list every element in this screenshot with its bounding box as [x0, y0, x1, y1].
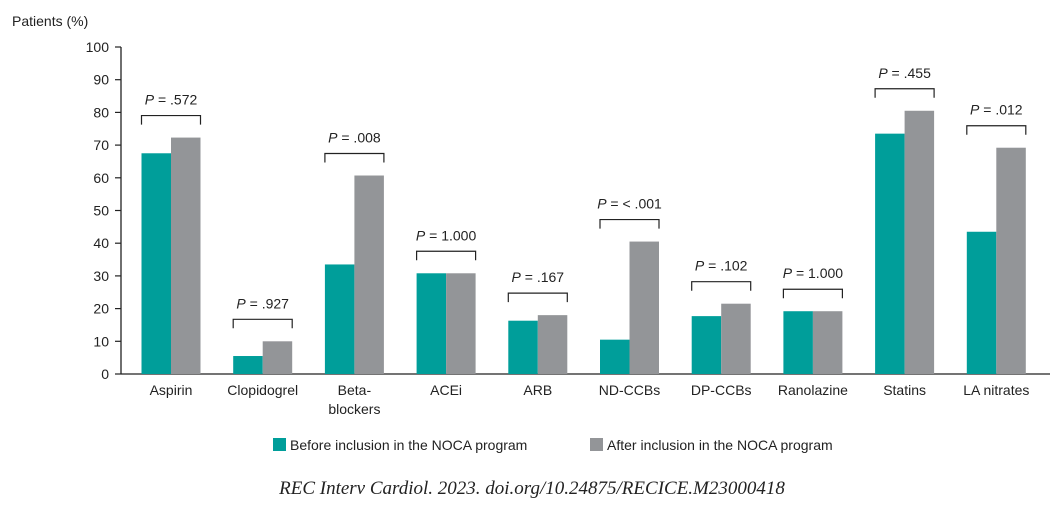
- p-value-label: P = .455: [878, 65, 931, 81]
- bar-after: [537, 315, 568, 374]
- x-tick-label: ARB: [523, 382, 552, 398]
- significance-bracket: [324, 152, 385, 163]
- significance-bracket: [782, 288, 843, 299]
- bar-after: [629, 241, 659, 374]
- significance-bracket: [599, 218, 660, 229]
- significance-bracket: [232, 318, 293, 329]
- x-tick-label: blockers: [328, 401, 380, 417]
- p-value-label: P = .927: [236, 295, 289, 311]
- x-tick-label: DP-CCBs: [691, 382, 752, 398]
- x-tick-label: LA nitrates: [963, 382, 1029, 398]
- citation-footer: REC Interv Cardiol. 2023. doi.org/10.248…: [278, 478, 785, 499]
- bar-after: [812, 311, 843, 374]
- bar-before: [416, 273, 447, 374]
- bar-before: [324, 264, 355, 374]
- bar-before: [691, 316, 722, 374]
- bar-after: [446, 273, 476, 374]
- bar-after: [721, 303, 751, 374]
- legend-label-before: Before inclusion in the NOCA program: [290, 437, 527, 453]
- legend-swatch-after: [590, 438, 603, 451]
- bar-after: [262, 341, 293, 374]
- significance-bracket: [874, 88, 935, 98]
- y-tick-label: 40: [93, 235, 109, 251]
- p-value-label: P = .102: [695, 258, 748, 274]
- y-tick-label: 20: [93, 301, 109, 317]
- bar-before: [966, 231, 997, 374]
- y-tick-label: 50: [93, 203, 109, 219]
- y-tick-label: 100: [86, 39, 110, 55]
- y-tick-label: 10: [93, 333, 109, 349]
- x-tick-label: Clopidogrel: [227, 382, 298, 398]
- legend-label-after: After inclusion in the NOCA program: [607, 437, 833, 453]
- p-value-label: P = .012: [970, 102, 1023, 118]
- p-value-label: P = .572: [145, 92, 198, 108]
- x-tick-label: Beta-: [338, 382, 372, 398]
- bar-before: [233, 356, 263, 374]
- p-value-label: P = < .001: [597, 196, 662, 212]
- y-tick-label: 70: [93, 137, 109, 153]
- significance-bracket: [416, 250, 477, 261]
- significance-bracket: [691, 281, 752, 291]
- significance-bracket: [140, 114, 202, 125]
- bar-after: [904, 110, 935, 374]
- p-value-label: P = .167: [512, 269, 565, 285]
- bar-before: [141, 153, 171, 374]
- p-value-label: P = 1.000: [416, 227, 477, 243]
- bar-after: [354, 175, 384, 374]
- bar-before: [600, 339, 630, 374]
- x-tick-label: ACEi: [430, 382, 462, 398]
- x-tick-label: Aspirin: [150, 382, 193, 398]
- x-tick-label: ND-CCBs: [599, 382, 660, 398]
- y-tick-label: 60: [93, 170, 109, 186]
- x-tick-label: Statins: [883, 382, 926, 398]
- bar-after: [996, 147, 1026, 374]
- bar-after: [171, 137, 201, 374]
- bar-before: [875, 133, 905, 374]
- p-value-label: P = 1.000: [783, 265, 844, 281]
- bar-before: [783, 311, 813, 374]
- y-tick-label: 0: [101, 366, 109, 382]
- x-tick-label: Ranolazine: [778, 382, 848, 398]
- p-value-label: P = .008: [328, 130, 381, 146]
- legend-swatch-before: [273, 438, 286, 451]
- significance-bracket: [966, 125, 1027, 135]
- bar-before: [508, 320, 538, 374]
- y-tick-label: 90: [93, 72, 109, 88]
- y-axis-label: Patients (%): [12, 13, 88, 29]
- y-tick-label: 30: [93, 268, 109, 284]
- significance-bracket: [507, 292, 568, 303]
- y-tick-label: 80: [93, 104, 109, 120]
